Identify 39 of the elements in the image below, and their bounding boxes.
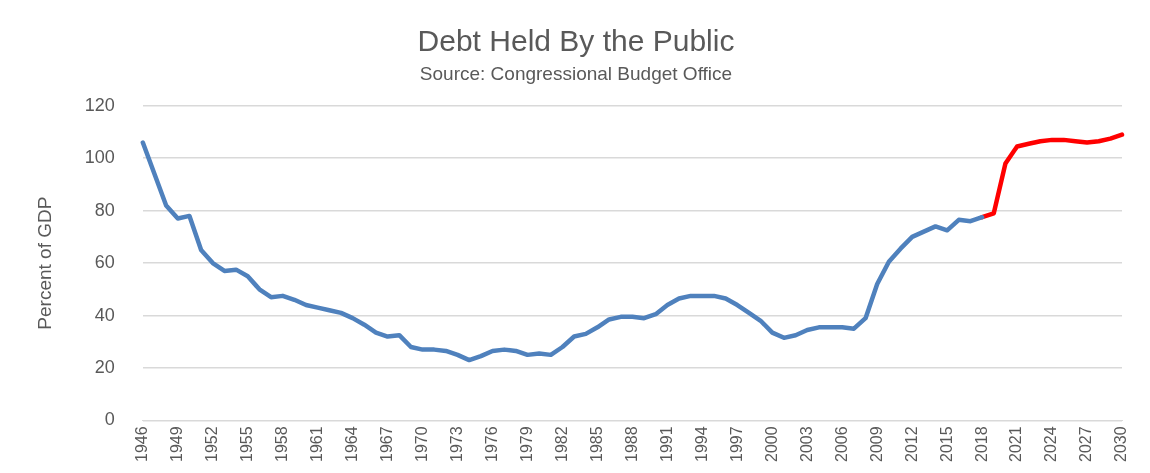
x-tick-label: 1964 xyxy=(343,426,361,462)
y-tick-label: 80 xyxy=(94,199,115,220)
x-tick-label: 2003 xyxy=(797,426,815,462)
x-tick-label: 1952 xyxy=(203,426,221,462)
x-tick-label: 1985 xyxy=(587,426,605,462)
y-tick-label: 20 xyxy=(94,356,115,377)
x-tick-label: 1973 xyxy=(447,426,465,462)
x-tick-label: 1970 xyxy=(413,426,430,462)
x-tick-label: 1994 xyxy=(692,426,710,462)
x-tick-label: 1967 xyxy=(378,426,396,462)
y-tick-label: 60 xyxy=(94,252,115,273)
x-tick-label: 2012 xyxy=(902,426,920,462)
x-tick-label: 1949 xyxy=(168,426,186,462)
x-tick-label: 2027 xyxy=(1077,426,1095,462)
y-axis-title: Percent of GDP xyxy=(33,196,55,330)
x-tick-label: 2006 xyxy=(832,426,850,462)
x-tick-label: 1946 xyxy=(133,426,151,462)
x-tick-label: 1997 xyxy=(727,426,745,462)
x-tick-label: 2009 xyxy=(867,426,885,462)
y-tick-label: 40 xyxy=(94,304,115,325)
x-tick-label: 1958 xyxy=(273,426,291,462)
x-tick-label: 1979 xyxy=(517,426,535,462)
chart-subtitle: Source: Congressional Budget Office xyxy=(419,62,733,84)
x-tick-label: 1991 xyxy=(657,426,675,462)
x-tick-label: 1961 xyxy=(308,426,326,462)
y-tick-label: 100 xyxy=(84,147,115,168)
x-tick-label: 1988 xyxy=(622,426,640,462)
x-tick-label: 1982 xyxy=(552,426,570,462)
chart-title: Debt Held By the Public xyxy=(417,24,735,58)
x-tick-label: 2018 xyxy=(972,426,990,462)
x-tick-label: 1976 xyxy=(482,426,500,462)
x-tick-label: 1955 xyxy=(238,426,256,462)
y-tick-label: 120 xyxy=(84,94,115,115)
y-tick-label: 0 xyxy=(104,409,115,430)
x-tick-label: 2021 xyxy=(1007,426,1025,462)
x-tick-label: 2000 xyxy=(762,426,780,462)
x-tick-label: 2030 xyxy=(1112,426,1130,462)
x-tick-label: 2024 xyxy=(1042,426,1060,462)
x-tick-label: 2015 xyxy=(937,426,955,462)
